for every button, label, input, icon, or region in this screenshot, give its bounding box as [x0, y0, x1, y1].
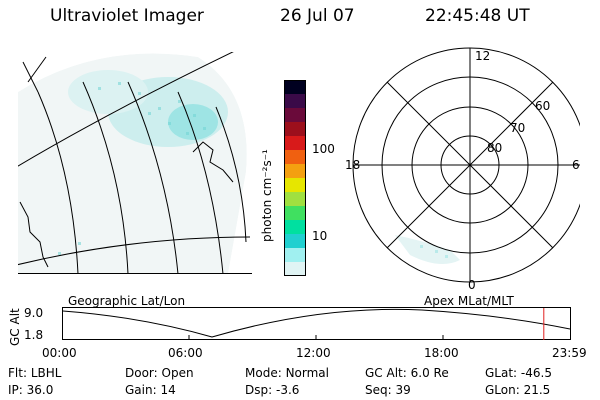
header-date: 26 Jul 07 [280, 6, 355, 26]
panel-bottom-edge [18, 273, 252, 274]
footer-flt: Flt: LBHL [8, 366, 62, 380]
footer-glon: GLon: 21.5 [485, 383, 551, 397]
footer-dsp: Dsp: -3.6 [245, 383, 300, 397]
colorbar-band [284, 150, 306, 165]
colorbar-band [284, 220, 306, 235]
footer-gain: Gain: 14 [125, 383, 176, 397]
timeline-xtick-0: 00:00 [42, 346, 77, 360]
mlt-label-12: 12 [475, 49, 490, 63]
colorbar-band [284, 94, 306, 109]
instrument-title: Ultraviolet Imager [50, 6, 204, 26]
colorbar [284, 80, 306, 276]
polar-grid [352, 47, 580, 283]
geographic-image-panel [18, 52, 252, 274]
aurora-speckle [58, 82, 206, 255]
footer-seq: Seq: 39 [365, 383, 411, 397]
footer-gc-alt: GC Alt: 6.0 Re [365, 366, 449, 380]
footer-mode: Mode: Normal [245, 366, 329, 380]
mode-value: Normal [285, 366, 329, 380]
timeline-xtick-2: 12:00 [296, 346, 331, 360]
mlt-label-6: 6 [572, 158, 580, 172]
polar-mlat-mlt-plot: 12 18 6 0 60 70 80 [345, 47, 580, 290]
timeline-xtick-3: 18:00 [424, 346, 459, 360]
mlat-label-80: 80 [487, 141, 502, 155]
timeline-ticks [188, 335, 444, 340]
colorbar-band [284, 248, 306, 263]
mlt-label-0: 0 [468, 278, 476, 290]
colorbar-band [284, 80, 306, 95]
footer-glat: GLat: -46.5 [485, 366, 552, 380]
footer-ip: IP: 36.0 [8, 383, 54, 397]
colorbar-tick-100: 100 [312, 142, 335, 156]
mlat-label-60: 60 [535, 99, 550, 113]
colorbar-band [284, 108, 306, 123]
gc-alt-curve [62, 308, 571, 338]
footer-door: Door: Open [125, 366, 194, 380]
apex-panel-label: Apex MLat/MLT [424, 294, 514, 308]
colorbar-band [284, 122, 306, 137]
coastline [19, 141, 234, 268]
glon-value: 21.5 [523, 383, 551, 397]
mlat-label-70: 70 [510, 121, 525, 135]
timeline-ylabel: GC Alt [8, 308, 22, 346]
timeline-xtick-1: 06:00 [168, 346, 203, 360]
timeline-frame [62, 307, 571, 340]
colorbar-frame [284, 80, 306, 276]
colorbar-band [284, 262, 306, 276]
geographic-panel-label: Geographic Lat/Lon [68, 294, 186, 308]
timeline-xtick-4: 23:59 [552, 346, 587, 360]
door-value: Open [161, 366, 194, 380]
colorbar-band [284, 206, 306, 221]
gc-alt-timeline [62, 307, 571, 340]
latlon-grid [18, 52, 251, 274]
timeline-ytick-top: 9.0 [24, 306, 44, 320]
flt-value: LBHL [30, 366, 62, 380]
colorbar-unit-label: photon cm⁻²s⁻¹ [260, 149, 274, 242]
colorbar-band [284, 136, 306, 151]
mlt-label-18: 18 [345, 158, 360, 172]
seq-value: 39 [395, 383, 411, 397]
colorbar-band [284, 234, 306, 249]
dsp-value: -3.6 [275, 383, 300, 397]
timeline-ytick-bottom: 1.8 [24, 328, 44, 342]
colorbar-band [284, 178, 306, 193]
gain-value: 14 [160, 383, 176, 397]
colorbar-band [284, 164, 306, 179]
glat-value: -46.5 [520, 366, 552, 380]
aurora-speckle-polar [420, 245, 448, 258]
header-time: 22:45:48 UT [425, 6, 530, 26]
gc-alt-value: 6.0 Re [410, 366, 449, 380]
ip-value: 36.0 [26, 383, 54, 397]
colorbar-tick-10: 10 [312, 229, 328, 243]
colorbar-band [284, 192, 306, 207]
